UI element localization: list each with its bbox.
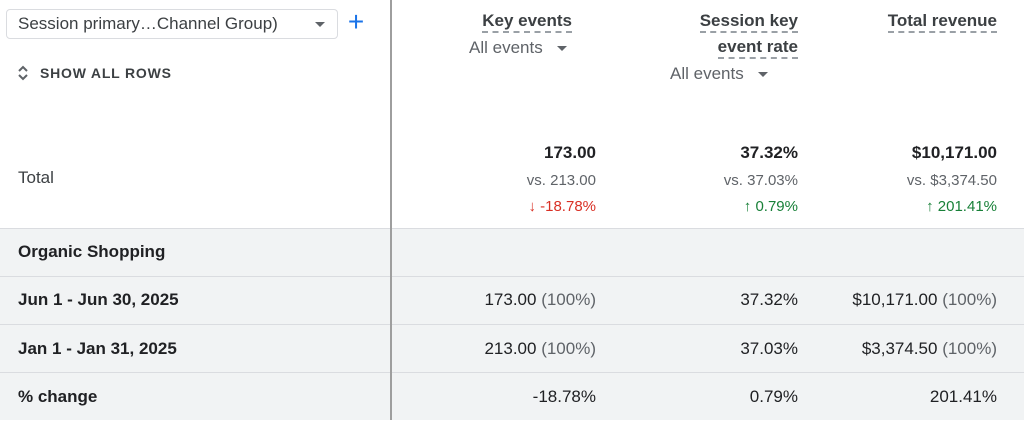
table-cell: -18.78% [532,387,596,406]
column-title: Total revenue [887,11,997,33]
caret-down-icon [315,22,325,27]
column-title-line2: event rate [717,37,798,59]
table-cell: 213.00 (100%) [484,339,596,358]
row-label-current-period: Jun 1 - Jun 30, 2025 [18,290,179,309]
total-compare: vs. $3,374.50 [906,172,997,189]
dimension-selector[interactable]: Session primary…Channel Group) [6,9,338,39]
key-events-selector[interactable]: All events [469,38,567,58]
unfold-icon [16,64,30,82]
column-divider [390,0,392,420]
caret-down-icon [556,45,567,51]
table-cell: 173.00 (100%) [484,290,596,309]
table-cell: 0.79% [749,387,798,406]
show-all-rows-label: SHOW ALL ROWS [40,65,172,81]
total-compare: vs. 213.00 [526,172,596,189]
table-cell: 37.32% [740,290,798,309]
selector-label: All events [469,38,543,57]
table-cell: $3,374.50 (100%) [861,339,997,358]
selector-label: All events [670,64,744,83]
row-divider [0,276,1024,277]
table-cell: 201.41% [929,387,997,406]
dimension-selector-label: Session primary…Channel Group) [18,14,278,33]
column-title: Key events [482,11,572,33]
column-header-total-revenue[interactable]: Total revenue [887,8,997,34]
arrow-up-icon: ↑ [926,198,934,215]
caret-down-icon [757,71,768,77]
show-all-rows-button[interactable]: SHOW ALL ROWS [16,62,172,84]
row-label-previous-period: Jan 1 - Jan 31, 2025 [18,339,177,358]
row-divider [0,324,1024,325]
row-label-percent-change: % change [18,387,98,406]
row-label-organic-shopping: Organic Shopping [18,242,166,261]
total-value: $10,171.00 [911,143,997,162]
total-compare: vs. 37.03% [723,172,798,189]
row-divider [0,228,1024,229]
session-key-event-rate-selector[interactable]: All events [670,64,768,84]
table-cell: 37.03% [740,339,798,358]
column-title-line1: Session key [699,11,798,33]
total-label: Total [18,168,54,187]
arrow-down-icon: ↓ [528,198,536,215]
table-cell: $10,171.00 (100%) [852,290,997,309]
plus-icon: + [347,6,365,37]
total-change: ↑ 0.79% [743,198,798,215]
add-dimension-button[interactable]: + [344,7,368,37]
total-change: ↓ -18.78% [528,198,596,215]
column-header-key-events[interactable]: Key events [482,8,572,34]
row-divider [0,372,1024,373]
total-change: ↑ 201.41% [926,198,997,215]
column-header-session-key-event-rate[interactable]: Session key event rate [699,8,798,60]
arrow-up-icon: ↑ [743,198,752,215]
total-value: 173.00 [544,143,596,162]
total-value: 37.32% [740,143,798,162]
